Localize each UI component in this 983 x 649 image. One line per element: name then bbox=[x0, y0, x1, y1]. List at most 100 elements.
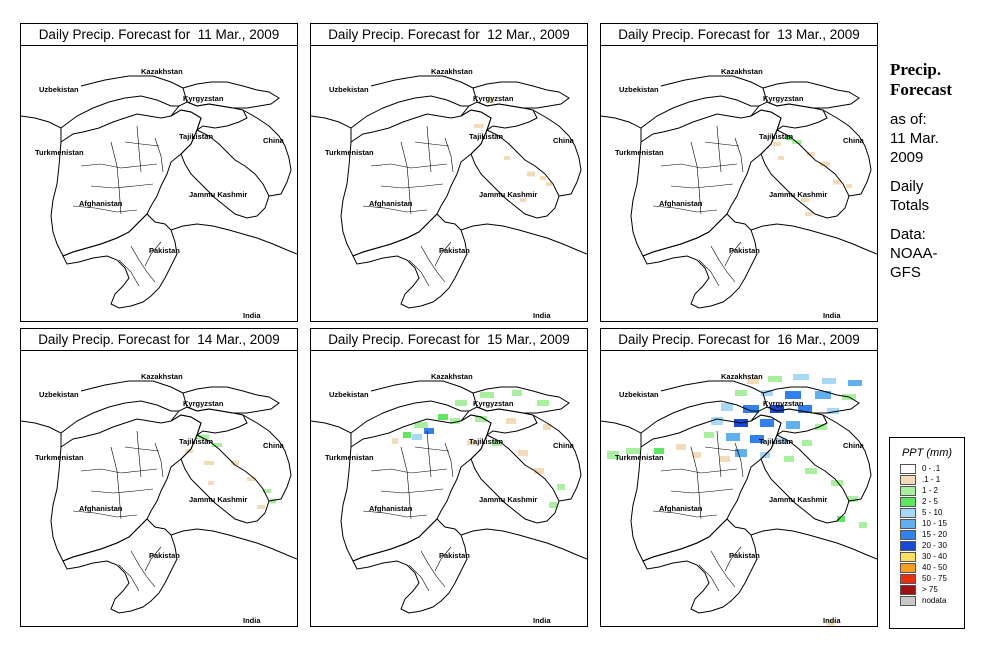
place-pakistan: Pakistan bbox=[729, 551, 760, 560]
panel-title: Daily Precip. Forecast for 14 Mar., 2009 bbox=[21, 329, 297, 351]
place-pakistan: Pakistan bbox=[439, 246, 470, 255]
province-boundary bbox=[704, 446, 740, 452]
precip-cell bbox=[833, 179, 841, 185]
place-kazakhstan: Kazakhstan bbox=[431, 372, 473, 381]
province-boundary bbox=[690, 141, 702, 215]
precip-cell bbox=[512, 390, 522, 396]
precip-cell bbox=[412, 434, 422, 440]
kazakhstan-border bbox=[660, 75, 764, 89]
tajikistan-border bbox=[460, 406, 538, 437]
legend-swatch bbox=[900, 562, 916, 573]
place-india: India bbox=[533, 616, 551, 625]
legend-row: 10 - 15 bbox=[900, 518, 947, 529]
precip-cell bbox=[859, 522, 867, 528]
province-boundary bbox=[652, 510, 718, 518]
place-pakistan: Pakistan bbox=[729, 246, 760, 255]
legend-swatch bbox=[900, 551, 916, 562]
kyrgyzstan-border bbox=[762, 81, 860, 109]
data-line3: GFS bbox=[890, 264, 921, 281]
india-border bbox=[170, 223, 297, 255]
legend-row: 0 - .1 bbox=[900, 463, 947, 474]
province-boundary bbox=[362, 205, 428, 213]
precip-cell bbox=[721, 403, 733, 411]
panel-title: Daily Precip. Forecast for 16 Mar., 2009 bbox=[601, 329, 877, 351]
panel-title: Daily Precip. Forecast for 13 Mar., 2009 bbox=[601, 24, 877, 46]
place-jammu-kashmir: Jammu Kashmir bbox=[189, 495, 247, 504]
precip-cell bbox=[455, 400, 467, 406]
precip-cell bbox=[815, 424, 827, 430]
precip-map-6: Kazakhstan Uzbekistan Kyrgyzstan Tajikistan… bbox=[601, 372, 877, 626]
place-uzbekistan: Uzbekistan bbox=[619, 85, 659, 94]
province-boundary bbox=[154, 442, 164, 478]
turkmenistan-border bbox=[601, 115, 642, 142]
precip-cell bbox=[831, 480, 843, 486]
province-boundary bbox=[414, 141, 450, 147]
totals-line2: Totals bbox=[890, 197, 930, 214]
china-border bbox=[242, 109, 292, 197]
place-india: India bbox=[243, 311, 261, 320]
place-afghanistan: Afghanistan bbox=[659, 504, 703, 513]
afghanistan-border bbox=[340, 414, 492, 562]
province-boundary bbox=[110, 141, 122, 215]
precip-cell bbox=[676, 444, 686, 450]
place-jammu-kashmir: Jammu Kashmir bbox=[769, 190, 827, 199]
kashmir-border bbox=[470, 129, 560, 219]
province-boundary bbox=[420, 245, 446, 283]
forecast-panel-3: Daily Precip. Forecast for 13 Mar., 2009… bbox=[600, 23, 878, 322]
province-boundary bbox=[130, 245, 156, 283]
precip-cell bbox=[735, 449, 747, 457]
place-kyrgyzstan: Kyrgyzstan bbox=[473, 399, 514, 408]
precip-cell bbox=[793, 374, 809, 380]
uzbekistan-border bbox=[350, 95, 469, 129]
precip-cell bbox=[786, 136, 792, 140]
province-boundary bbox=[154, 137, 164, 173]
precip-cell bbox=[760, 419, 774, 427]
legend-swatch bbox=[900, 496, 916, 507]
place-tajikistan: Tajikistan bbox=[759, 437, 793, 446]
precip-cell bbox=[848, 380, 862, 386]
kazakhstan-border bbox=[660, 380, 764, 394]
tajikistan-border bbox=[170, 406, 248, 437]
legend-label: nodata bbox=[922, 595, 947, 605]
precip-map-5: Kazakhstan Uzbekistan Kyrgyzstan Tajikistan… bbox=[311, 372, 587, 625]
legend-label: 10 - 15 bbox=[922, 518, 947, 528]
uzbekistan-border bbox=[60, 95, 179, 129]
forecast-panel-5: Daily Precip. Forecast for 15 Mar., 2009… bbox=[310, 328, 588, 627]
china-border bbox=[532, 109, 582, 197]
province-boundary bbox=[414, 446, 450, 452]
precip-map-2: Kazakhstan Uzbekistan Kyrgyzstan Tajikistan… bbox=[311, 67, 587, 320]
precip-cell bbox=[846, 184, 852, 188]
province-boundary bbox=[124, 446, 160, 452]
panel-title: Daily Precip. Forecast for 11 Mar., 2009 bbox=[21, 24, 297, 46]
kyrgyzstan-border bbox=[762, 386, 860, 414]
precip-cell bbox=[750, 435, 764, 443]
india-border bbox=[750, 528, 877, 560]
place-kyrgyzstan: Kyrgyzstan bbox=[183, 94, 224, 103]
precip-cell bbox=[747, 378, 759, 384]
precip-cell bbox=[770, 405, 784, 413]
uzbekistan-border bbox=[350, 400, 469, 434]
legend-row: nodata bbox=[900, 595, 947, 606]
kazakhstan-border bbox=[80, 380, 184, 394]
panel-title: Daily Precip. Forecast for 12 Mar., 2009 bbox=[311, 24, 587, 46]
province-boundary bbox=[426, 125, 432, 173]
legend-rows: 0 - .1 .1 - 1 1 - 2 2 - 5 5 - 10 10 - 15… bbox=[900, 463, 947, 606]
place-china: China bbox=[553, 441, 575, 450]
place-kazakhstan: Kazakhstan bbox=[721, 67, 763, 76]
place-tajikistan: Tajikistan bbox=[759, 132, 793, 141]
pakistan-border bbox=[62, 213, 178, 309]
province-boundary bbox=[400, 446, 412, 520]
pakistan-border bbox=[352, 213, 468, 309]
pakistan-border bbox=[642, 213, 758, 309]
precip-cell bbox=[247, 477, 255, 481]
afghanistan-border bbox=[630, 109, 782, 257]
kazakhstan-border bbox=[370, 75, 474, 89]
province-boundary bbox=[444, 442, 454, 478]
province-boundary bbox=[136, 125, 142, 173]
province-boundary bbox=[362, 510, 428, 518]
precip-cell bbox=[820, 161, 830, 167]
kashmir-border bbox=[760, 434, 850, 524]
legend-swatch bbox=[900, 474, 916, 485]
province-boundary bbox=[420, 550, 446, 588]
province-boundary bbox=[434, 546, 452, 572]
